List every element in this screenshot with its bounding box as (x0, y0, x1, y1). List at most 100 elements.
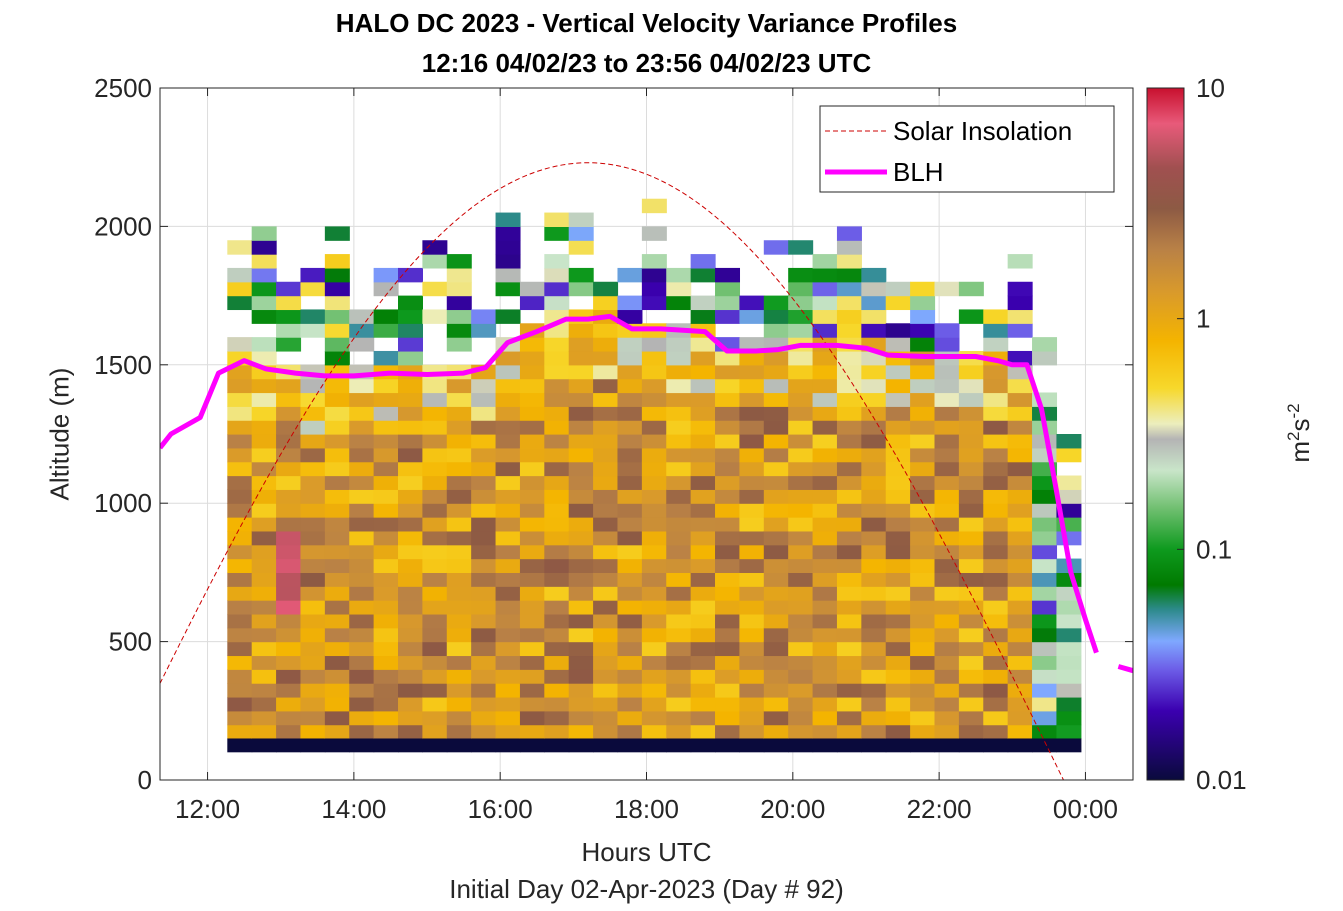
heatmap-cell (544, 406, 570, 421)
heatmap-cell (568, 572, 594, 587)
heatmap-cell (373, 406, 399, 421)
heatmap-cell (641, 254, 667, 269)
heatmap-cell (983, 544, 1009, 560)
heatmap-cell (398, 475, 423, 490)
heatmap-cell (446, 281, 472, 297)
heatmap-cell (739, 420, 765, 435)
heatmap-cell (251, 627, 277, 643)
heatmap-cell (1056, 724, 1082, 740)
heatmap-cell (300, 572, 326, 587)
solar-insolation-line (160, 162, 1133, 780)
heatmap-cell (300, 434, 326, 449)
heatmap-cell (398, 572, 423, 587)
heatmap-cell (958, 544, 984, 560)
heatmap-cell (788, 613, 814, 629)
y-tick-label: 1000 (94, 488, 152, 518)
heatmap-cell (934, 503, 960, 518)
heatmap-cell (910, 696, 936, 712)
heatmap-cell (495, 406, 521, 421)
heatmap-cell (593, 461, 619, 477)
heatmap-cell (666, 544, 692, 560)
heatmap-cell (1032, 572, 1058, 587)
heatmap-cell (715, 572, 741, 587)
heatmap-cell (641, 364, 667, 380)
heatmap-cell (861, 544, 887, 560)
blh-line-tail (1117, 664, 1133, 674)
heatmap-cell (495, 281, 521, 297)
heatmap-cell (690, 434, 716, 449)
heatmap-cell (617, 544, 643, 560)
heatmap-cell (861, 627, 887, 643)
heatmap-cell (349, 475, 375, 490)
heatmap-cell (251, 696, 277, 712)
heatmap-cell (300, 517, 326, 532)
heatmap-cell (519, 696, 545, 712)
heatmap-cell (836, 503, 862, 518)
heatmap-cell (836, 696, 862, 712)
x-tick-label: 22:00 (907, 794, 972, 824)
legend-box (819, 105, 1115, 193)
heatmap-cell (617, 558, 643, 573)
heatmap-cell (446, 337, 472, 352)
heatmap-cell (422, 738, 448, 753)
heatmap-cell (788, 392, 814, 407)
heatmap-cell (836, 434, 862, 449)
heatmap-cell (763, 572, 789, 587)
heatmap-cell (739, 544, 765, 560)
heatmap-cell (446, 613, 472, 629)
heatmap-cell (593, 655, 619, 670)
heatmap-cell (836, 558, 862, 573)
heatmap-cell (324, 572, 350, 587)
heatmap-cell (398, 738, 423, 753)
heatmap-cell (641, 447, 667, 463)
heatmap-cell (544, 544, 570, 560)
heatmap-cell (1007, 600, 1033, 615)
heatmap-cell (958, 655, 984, 670)
heatmap-cell (934, 281, 960, 297)
heatmap-cell (471, 530, 497, 546)
heatmap-cell (300, 530, 326, 546)
heatmap-cell (690, 378, 716, 394)
heatmap-cell (788, 655, 814, 670)
heatmap-cell (446, 323, 472, 338)
heatmap-cell (544, 447, 570, 463)
heatmap-cell (763, 655, 789, 670)
heatmap-cell (227, 572, 253, 587)
heatmap-cell (763, 683, 789, 698)
heatmap-cell (1032, 683, 1058, 698)
heatmap-cell (593, 669, 619, 684)
heatmap-cell (983, 323, 1009, 338)
heatmap-cell (251, 586, 277, 601)
heatmap-cell (568, 267, 594, 283)
legend: Solar Insolation BLH (819, 105, 1115, 193)
heatmap-cell (398, 544, 423, 560)
heatmap-cell (471, 655, 497, 670)
heatmap-cell (763, 461, 789, 477)
heatmap-cell (885, 558, 911, 573)
heatmap-cell (739, 517, 765, 532)
heatmap-cell (300, 267, 326, 283)
heatmap-cell (398, 696, 423, 712)
heatmap-cell (861, 503, 887, 518)
heatmap-cell (495, 586, 521, 601)
heatmap-cell (788, 696, 814, 712)
heatmap-cell (471, 738, 497, 753)
heatmap-cell (471, 392, 497, 407)
heatmap-cell (568, 683, 594, 698)
heatmap-cell (617, 724, 643, 740)
heatmap-cell (446, 696, 472, 712)
heatmap-cell (251, 240, 277, 255)
heatmap-cell (446, 447, 472, 463)
heatmap-cell (227, 641, 253, 657)
heatmap-cell (422, 669, 448, 684)
heatmap-cell (324, 738, 350, 753)
heatmap-cell (1007, 323, 1033, 338)
heatmap-cell (617, 447, 643, 463)
heatmap-cell (715, 544, 741, 560)
heatmap-cell (422, 475, 448, 490)
heatmap-cell (495, 267, 521, 283)
heatmap-cell (276, 641, 302, 657)
heatmap-cell (495, 309, 521, 324)
heatmap-cell (1056, 447, 1082, 463)
heatmap-cell (373, 489, 399, 504)
